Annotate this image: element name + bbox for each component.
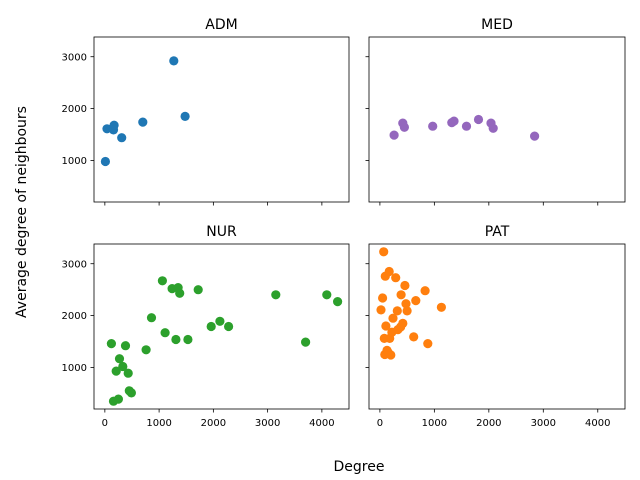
data-point: [126, 388, 136, 398]
subplot-med: MED: [365, 17, 626, 206]
data-point: [322, 290, 332, 300]
y-tick-label: 2000: [62, 311, 87, 322]
data-point: [215, 316, 225, 326]
subplot-title: MED: [481, 17, 513, 33]
data-point: [123, 368, 133, 378]
data-point: [206, 321, 216, 332]
subplot-title: PAT: [485, 224, 510, 240]
data-point: [120, 341, 131, 351]
data-point: [175, 288, 185, 298]
data-point: [411, 296, 421, 306]
data-point: [193, 285, 203, 295]
data-point: [473, 114, 484, 125]
data-point: [399, 122, 409, 132]
data-point: [420, 286, 430, 296]
data-point: [169, 56, 179, 66]
data-point: [391, 273, 401, 283]
y-tick-label: 3000: [62, 259, 87, 270]
data-point: [400, 280, 410, 291]
data-point: [160, 328, 170, 338]
data-point: [113, 394, 123, 404]
data-point: [401, 299, 411, 309]
data-point: [436, 302, 446, 312]
plot-frame: [93, 36, 350, 203]
data-point: [106, 339, 116, 349]
data-point: [141, 345, 151, 355]
data-point: [488, 123, 498, 133]
data-point: [117, 133, 127, 143]
data-point: [398, 318, 408, 328]
data-point: [378, 293, 388, 303]
y-tick-label: 3000: [62, 52, 87, 63]
data-point: [146, 313, 157, 323]
data-point: [109, 120, 119, 130]
x-tick-label: 0: [102, 418, 108, 429]
plot-frame: [93, 243, 350, 410]
x-tick-label: 4000: [309, 418, 334, 429]
data-point: [224, 321, 234, 332]
data-point: [389, 130, 399, 140]
data-point: [333, 297, 343, 307]
data-point: [530, 131, 540, 141]
data-point: [384, 266, 394, 277]
data-point: [461, 121, 472, 131]
data-point: [428, 121, 438, 131]
subplot-pat: PAT 0 1000 2000 3000 4000: [365, 224, 626, 429]
data-point: [171, 334, 181, 345]
y-tick-label: 1000: [62, 363, 87, 374]
data-point: [180, 111, 190, 121]
data-point: [157, 276, 167, 286]
subplot-adm: ADM 1000 2000 3000: [62, 17, 350, 206]
x-axis-label: Degree: [334, 459, 385, 475]
x-tick-label: 1000: [146, 418, 171, 429]
y-tick-label: 1000: [62, 156, 87, 167]
y-tick-label: 2000: [62, 104, 87, 115]
data-point: [376, 305, 386, 315]
x-tick-label: 4000: [585, 418, 610, 429]
data-point: [409, 332, 419, 342]
data-point: [381, 321, 391, 331]
data-point: [449, 116, 459, 126]
data-point: [388, 313, 398, 323]
x-tick-label: 3000: [531, 418, 556, 429]
data-point: [386, 350, 396, 360]
x-tick-label: 3000: [255, 418, 280, 429]
data-point: [111, 366, 121, 376]
subplot-title: NUR: [206, 224, 237, 240]
x-tick-label: 2000: [476, 418, 501, 429]
data-point: [118, 361, 128, 372]
data-point: [379, 247, 389, 257]
data-point: [100, 156, 110, 167]
plot-frame: [368, 36, 626, 203]
data-point: [183, 334, 193, 345]
x-tick-label: 0: [377, 418, 383, 429]
subplot-title: ADM: [205, 17, 237, 33]
data-point: [423, 339, 433, 349]
y-axis-label: Average degree of neighbours: [14, 106, 30, 318]
data-point: [402, 306, 412, 316]
data-point: [138, 117, 148, 127]
data-point: [114, 354, 125, 364]
data-point: [396, 290, 406, 300]
x-tick-label: 1000: [422, 418, 447, 429]
data-point: [301, 337, 311, 347]
data-point: [392, 306, 402, 316]
subplot-nur: NUR 0 1000 2000 3000 4000 1000 2000 3000: [62, 224, 350, 429]
plot-frame: [368, 243, 626, 410]
data-point: [271, 290, 281, 300]
x-tick-label: 2000: [201, 418, 226, 429]
subplot-grid: ADM 1000 2000 3000 MED NUR 0 1000 2000 3000 4000 10…: [62, 17, 626, 429]
